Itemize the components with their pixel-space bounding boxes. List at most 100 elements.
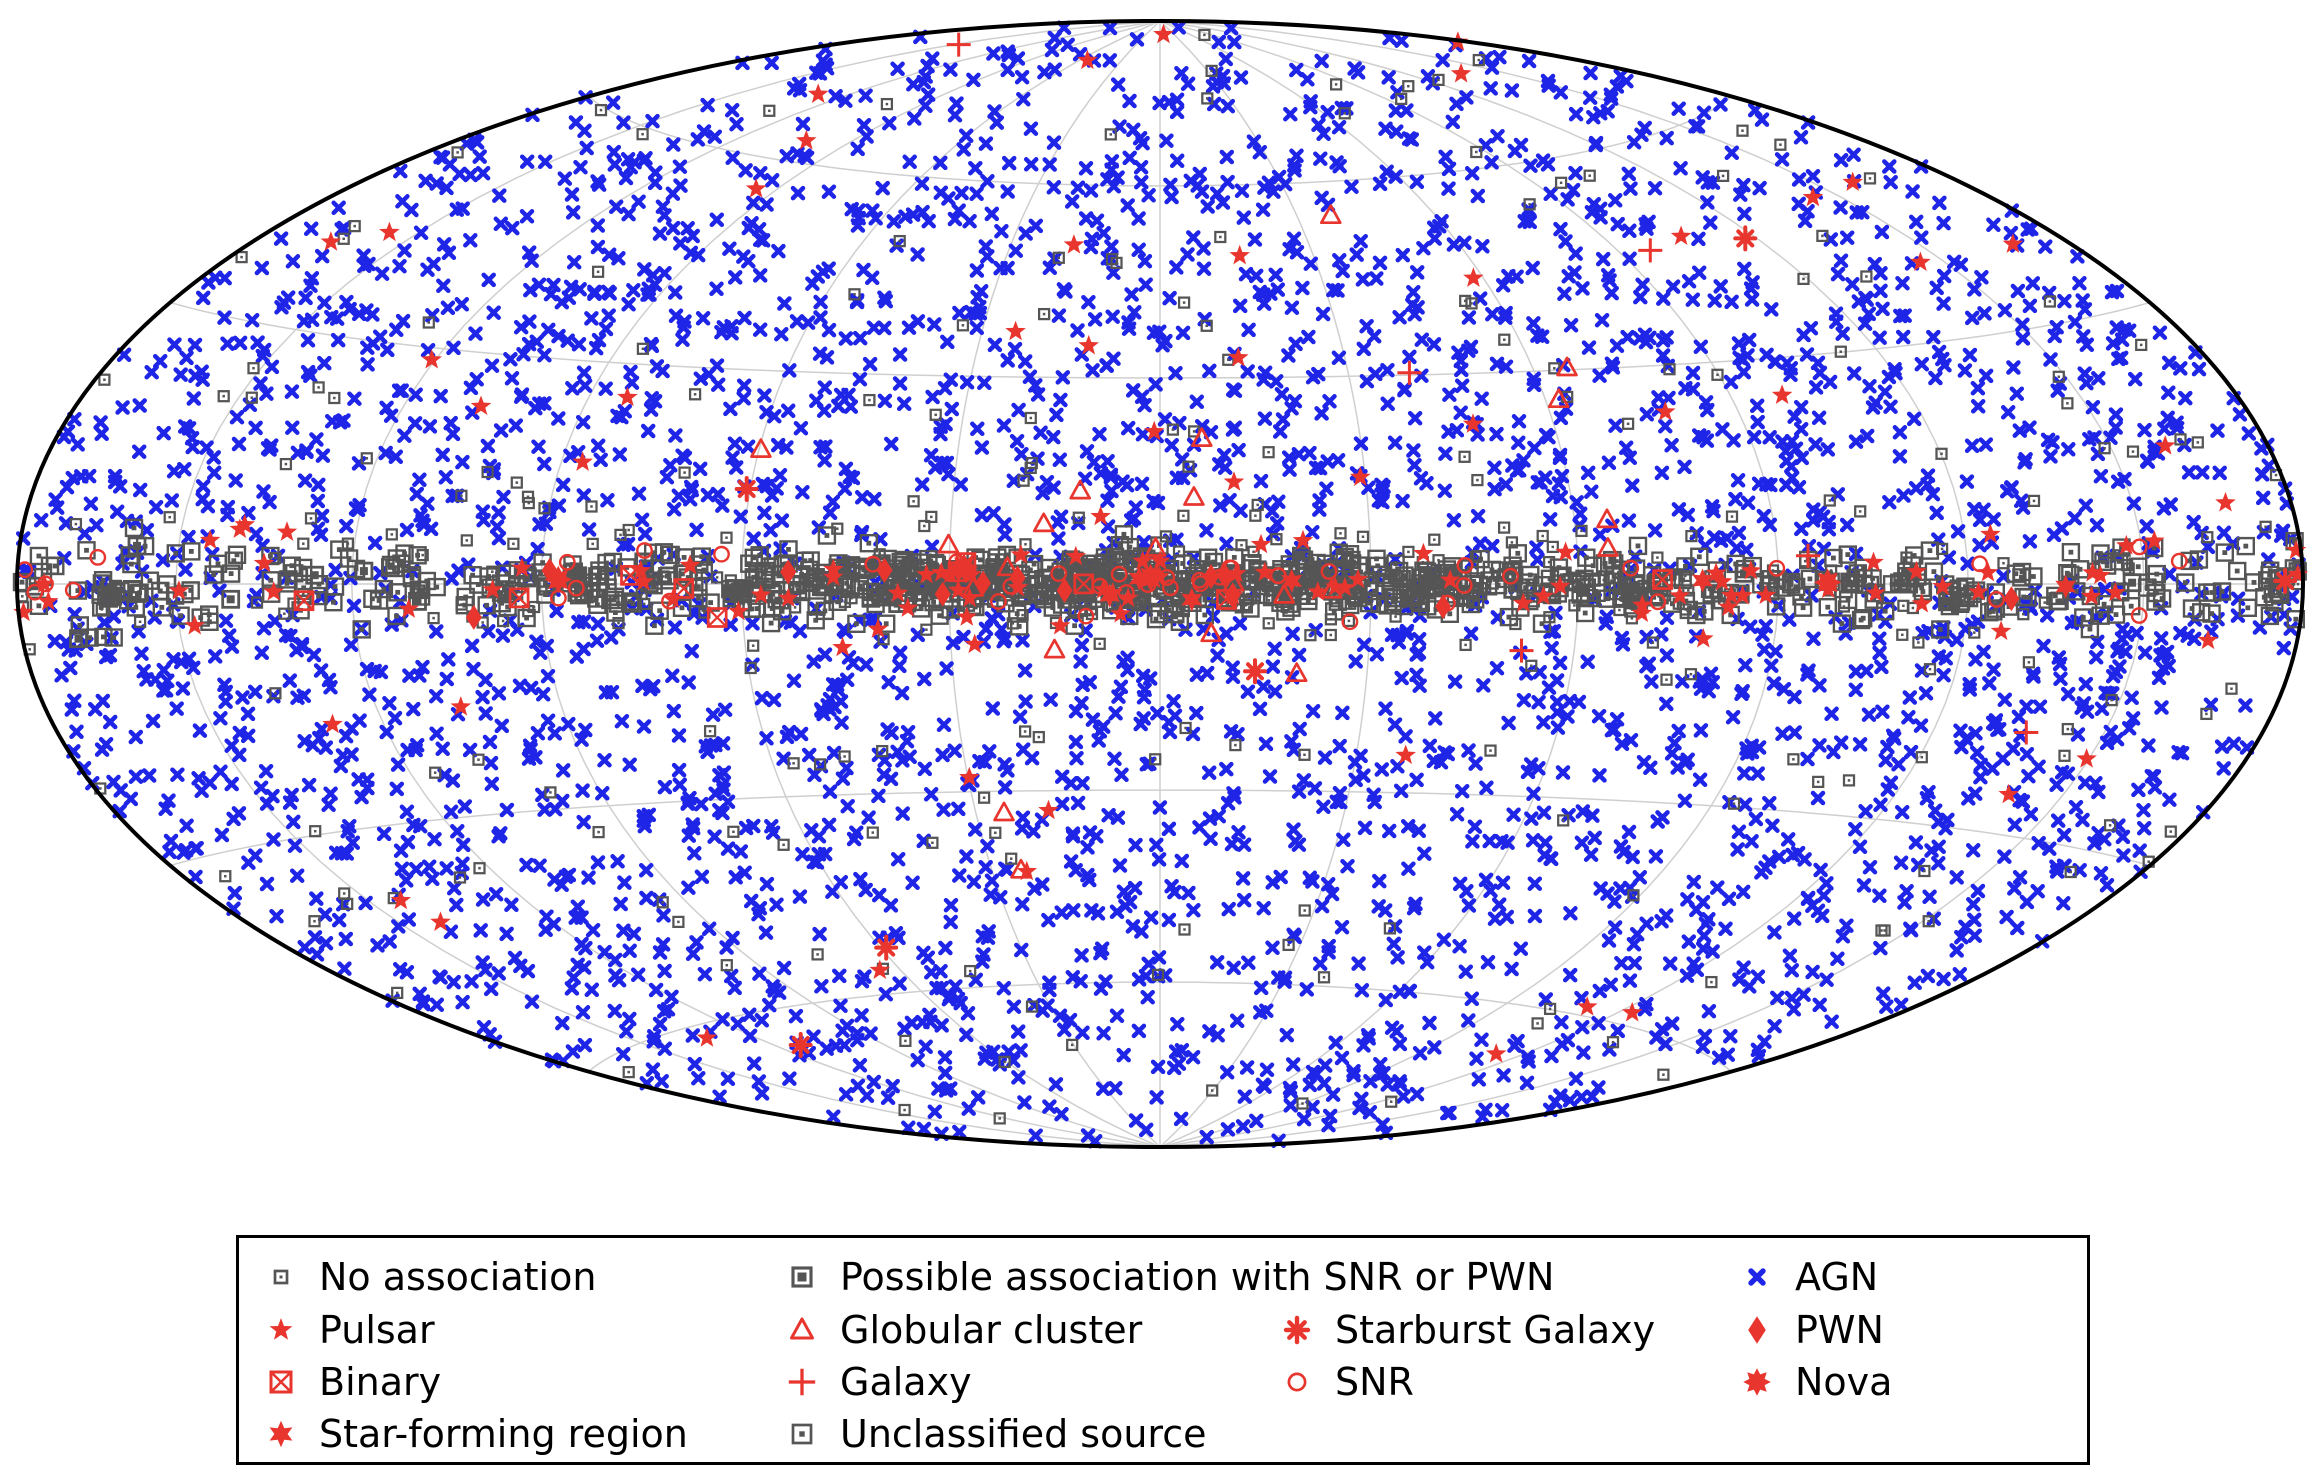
data-point-agn <box>723 968 739 984</box>
data-point-agn <box>759 197 774 212</box>
data-point-agn <box>253 376 268 391</box>
data-point-agn <box>1180 247 1195 262</box>
data-point-unclassified-source <box>2061 543 2081 562</box>
source-points <box>12 20 2309 1149</box>
data-point-agn <box>2137 645 2153 660</box>
data-point-agn <box>555 763 571 778</box>
data-point-agn <box>1134 924 1149 939</box>
data-point-agn <box>179 350 194 366</box>
data-point-starburst-galaxy <box>788 1032 813 1058</box>
data-point-agn <box>607 157 623 172</box>
data-point-agn <box>1997 303 2013 318</box>
data-point-agn <box>1231 442 1246 458</box>
data-point-agn <box>1724 294 1739 310</box>
data-point-agn <box>1626 937 1642 952</box>
data-point-agn <box>496 489 511 505</box>
data-point-agn <box>947 743 962 759</box>
data-point-agn <box>1936 268 1952 284</box>
data-point-agn <box>1574 835 1590 851</box>
data-point-no-association <box>1178 923 1191 936</box>
data-point-agn <box>970 1090 986 1105</box>
data-point-agn <box>378 445 393 461</box>
data-point-agn <box>1075 775 1090 791</box>
data-point-agn <box>1483 883 1498 899</box>
data-point-agn <box>1461 1013 1476 1028</box>
data-point-agn <box>809 393 824 409</box>
data-point-agn <box>309 947 325 962</box>
data-point-agn <box>771 243 786 259</box>
data-point-agn <box>1108 706 1123 721</box>
data-point-agn <box>840 798 855 814</box>
data-point-agn <box>1959 474 1975 489</box>
data-point-agn <box>1697 1028 1713 1044</box>
data-point-no-association <box>1402 80 1415 93</box>
data-point-agn <box>1033 425 1048 441</box>
data-point-agn <box>1074 948 1089 963</box>
data-point-agn <box>1791 196 1806 212</box>
data-point-no-association <box>507 537 520 550</box>
data-point-agn <box>1324 886 1340 902</box>
data-point-agn <box>1282 1080 1298 1096</box>
data-point-agn <box>754 690 770 706</box>
data-point-agn <box>1914 230 1929 245</box>
data-point-agn <box>938 940 953 956</box>
data-point-agn <box>1487 460 1502 476</box>
data-point-agn <box>1873 266 1888 281</box>
data-point-agn <box>1735 884 1751 900</box>
data-point-agn <box>1225 669 1241 685</box>
data-point-no-association <box>1018 725 1032 738</box>
data-point-agn <box>2181 465 2197 480</box>
data-point-agn <box>916 1121 932 1137</box>
data-point-agn <box>1685 292 1701 307</box>
data-point-agn <box>730 1016 746 1031</box>
data-point-agn <box>1848 821 1863 837</box>
data-point-agn <box>1412 1046 1428 1061</box>
data-point-agn <box>665 186 681 201</box>
data-point-agn <box>691 1070 706 1086</box>
data-point-agn <box>941 466 956 482</box>
data-point-agn <box>2173 361 2188 376</box>
data-point-agn <box>1427 231 1442 246</box>
data-point-agn <box>1285 1057 1301 1072</box>
data-point-agn <box>1414 332 1430 347</box>
data-point-agn <box>665 668 680 684</box>
data-point-agn <box>1340 858 1355 874</box>
data-point-agn <box>1538 835 1553 850</box>
data-point-agn <box>1166 693 1181 709</box>
data-point-agn <box>700 487 716 503</box>
data-point-agn <box>47 633 63 649</box>
data-point-agn <box>894 685 910 701</box>
data-point-no-association <box>1716 169 1730 183</box>
data-point-agn <box>1368 366 1383 382</box>
data-point-agn <box>871 788 886 804</box>
data-point-agn <box>757 388 772 403</box>
data-point-agn <box>1544 1048 1559 1064</box>
data-point-agn <box>1495 875 1511 890</box>
data-point-agn <box>155 552 171 568</box>
data-point-agn <box>296 313 312 329</box>
data-point-galaxy <box>1509 638 1534 663</box>
data-point-agn <box>918 1039 933 1055</box>
data-point-agn <box>1164 189 1179 205</box>
data-point-agn <box>1574 1089 1589 1105</box>
legend-label: Starburst Galaxy <box>1335 1308 1656 1352</box>
data-point-agn <box>619 1024 634 1039</box>
data-point-agn <box>752 966 767 981</box>
data-point-agn <box>2036 638 2051 654</box>
data-point-agn <box>287 838 303 853</box>
data-point-agn <box>455 994 470 1010</box>
data-point-agn <box>1252 144 1268 160</box>
data-point-agn <box>422 419 438 434</box>
data-point-agn <box>1749 398 1765 414</box>
data-point-agn <box>1239 1060 1255 1075</box>
data-point-agn <box>1202 363 1217 379</box>
data-point-agn <box>1614 736 1630 752</box>
data-point-agn <box>1051 531 1066 546</box>
data-point-agn <box>1799 347 1815 362</box>
data-point-agn <box>399 522 415 538</box>
data-point-agn <box>1286 822 1301 837</box>
data-point-no-association <box>2225 682 2238 695</box>
data-point-agn <box>1936 667 1951 683</box>
data-point-agn <box>1012 709 1028 725</box>
data-point-agn <box>1496 1068 1511 1083</box>
